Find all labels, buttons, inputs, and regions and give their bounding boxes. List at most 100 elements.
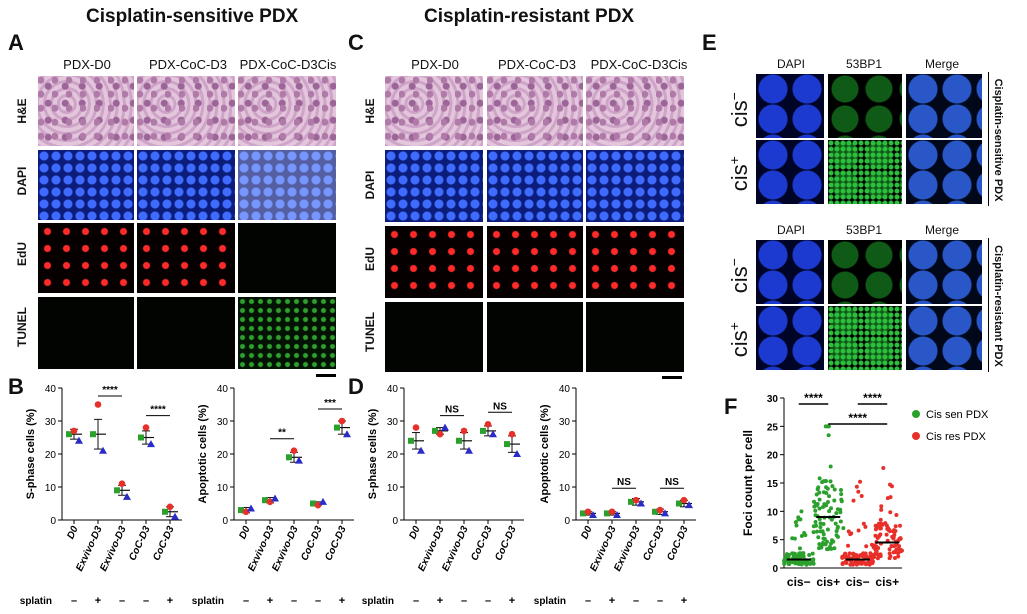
panel-c-row-tunel: TUNEL — [363, 312, 377, 352]
y-tick-label: 25 — [767, 422, 779, 433]
data-point — [832, 487, 837, 492]
data-point — [813, 508, 818, 513]
significance-label: NS — [665, 477, 679, 488]
y-tick-label: 0 — [50, 516, 56, 527]
data-point — [888, 529, 893, 534]
image-a-edu-coc — [137, 223, 235, 293]
panel-e-side-bottom: Cisplatin-resistant PDX — [992, 245, 1004, 367]
data-point — [798, 517, 803, 522]
data-point — [821, 532, 826, 537]
data-point-triangle — [75, 436, 83, 444]
data-point — [861, 521, 866, 526]
data-point-circle — [460, 427, 468, 435]
data-point — [803, 533, 808, 538]
data-point-triangle — [343, 430, 351, 438]
y-tick-label: 40 — [45, 384, 57, 395]
data-point — [815, 529, 820, 534]
significance-label: NS — [617, 477, 631, 488]
x-tick-label: cis+ — [816, 575, 840, 589]
data-point-circle — [632, 496, 640, 504]
data-point-square — [408, 437, 414, 444]
panel-e-top-col-1: DAPI — [776, 57, 805, 71]
cisplatin-sign: + — [437, 595, 443, 607]
image-a-edu-d0 — [38, 223, 134, 293]
data-point-circle — [166, 503, 174, 511]
panel-e-top-col-3: Merge — [924, 57, 959, 71]
panel-e-bot-col-2: 53BP1 — [845, 223, 883, 237]
cisplatin-sign: + — [509, 595, 515, 607]
data-point — [825, 486, 830, 491]
data-point — [878, 517, 883, 522]
data-point — [825, 527, 830, 532]
data-point — [856, 528, 861, 533]
data-point — [817, 476, 822, 481]
data-point — [835, 507, 840, 512]
data-point-square — [286, 454, 292, 461]
panel-c-label: C — [348, 30, 364, 55]
data-point — [899, 548, 904, 553]
data-point — [827, 494, 832, 499]
panel-e-top-cis-plus: cis+ — [725, 156, 753, 192]
panel-c-row-edu: EdU — [363, 247, 377, 271]
data-point — [863, 524, 868, 529]
panel-e-side-bottom-line — [988, 238, 989, 372]
panel-e-side-top: Cisplatin-sensitive PDX — [992, 78, 1004, 202]
data-point — [896, 551, 901, 556]
legend-marker — [912, 410, 920, 418]
data-point-square — [480, 427, 486, 434]
data-point — [898, 536, 903, 541]
y-axis-label: S-phase cells (%) — [25, 408, 37, 499]
data-point — [793, 520, 798, 525]
data-point-square — [66, 431, 72, 438]
data-point-circle — [142, 424, 150, 431]
data-point-triangle — [147, 440, 155, 448]
image-c-dapi-d0 — [385, 150, 483, 222]
data-point — [807, 552, 812, 557]
data-point — [858, 479, 863, 484]
cisplatin-sign: + — [267, 595, 273, 607]
data-point — [888, 482, 893, 487]
panel-e-label: E — [702, 30, 717, 55]
image-a-tunel-cis — [238, 297, 336, 369]
data-point-circle — [412, 424, 420, 431]
image-e-bot-53bp1-plus — [828, 306, 902, 370]
data-point-triangle — [319, 497, 327, 505]
data-point-triangle — [123, 492, 131, 500]
data-point — [879, 504, 884, 509]
y-tick-label: 5 — [772, 536, 778, 547]
data-point — [856, 560, 861, 565]
data-point — [790, 551, 795, 556]
data-point-square — [114, 487, 120, 494]
panel-b-label: B — [8, 374, 24, 399]
data-point — [854, 484, 859, 489]
data-point — [896, 554, 901, 559]
image-c-dapi-coc — [487, 150, 583, 222]
data-point — [825, 499, 830, 504]
x-tick-label: CoC-D3 — [493, 524, 519, 562]
panel-a-row-he: H&E — [15, 98, 29, 124]
data-point — [799, 551, 804, 556]
data-point — [892, 555, 897, 560]
data-point — [871, 555, 876, 560]
y-tick-label: 0 — [564, 516, 570, 527]
data-point — [812, 504, 817, 509]
data-point — [824, 503, 829, 508]
data-point — [828, 479, 833, 484]
significance-label: **** — [848, 411, 867, 425]
data-point — [884, 523, 889, 528]
data-point — [891, 544, 896, 549]
data-point-triangle — [417, 446, 425, 454]
data-point — [828, 541, 833, 546]
data-point — [833, 521, 838, 526]
x-tick-label: D0 — [65, 524, 81, 541]
x-tick-label: D0 — [407, 524, 423, 541]
data-point — [811, 524, 816, 529]
data-point — [846, 543, 851, 548]
y-tick-label: 40 — [217, 384, 229, 395]
y-tick-label: 20 — [217, 450, 229, 461]
y-tick-label: 20 — [387, 450, 399, 461]
image-e-top-dapi-minus — [756, 74, 824, 138]
panel-a-col-2: PDX-CoC-D3 — [148, 57, 227, 72]
data-point — [817, 546, 822, 551]
y-tick-label: 30 — [45, 417, 57, 428]
